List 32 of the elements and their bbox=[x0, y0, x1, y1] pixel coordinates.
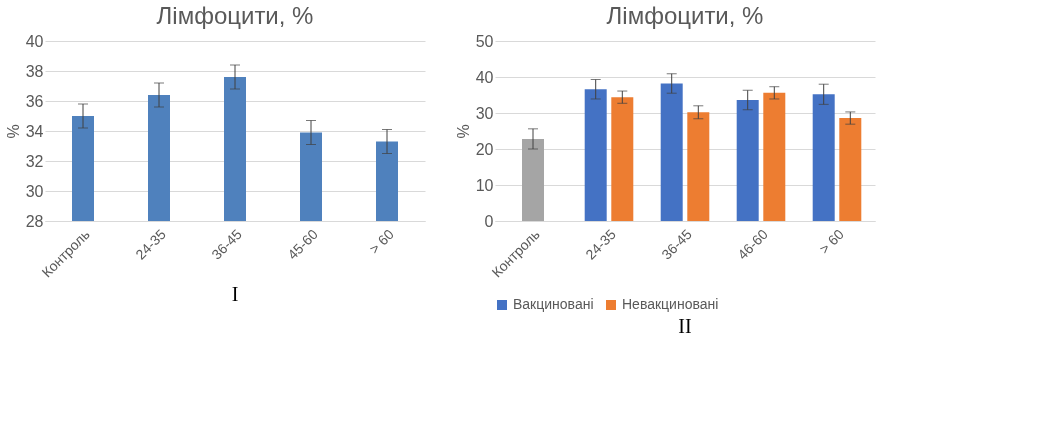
y-tick-label: 32 bbox=[25, 152, 44, 170]
chart-title: Лімфоцити, % bbox=[156, 2, 314, 29]
y-tick-label: 50 bbox=[475, 32, 494, 50]
y-tick-label: 30 bbox=[25, 182, 44, 200]
bar bbox=[687, 112, 710, 221]
bar bbox=[763, 92, 786, 221]
y-tick-label: 38 bbox=[25, 62, 44, 80]
y-tick-label: 30 bbox=[475, 104, 494, 122]
bar bbox=[812, 94, 835, 221]
bar bbox=[736, 100, 759, 221]
y-tick-label: 40 bbox=[475, 68, 494, 86]
y-tick-label: 34 bbox=[25, 122, 44, 140]
x-tick-label: > 60 bbox=[816, 225, 848, 257]
y-axis-title: % bbox=[454, 124, 472, 139]
bar bbox=[839, 118, 862, 221]
chart-title: Лімфоцити, % bbox=[606, 2, 764, 29]
legend-label: Вакциновані bbox=[513, 296, 594, 312]
bar bbox=[584, 89, 607, 221]
legend-label: Невакциновані bbox=[622, 296, 719, 312]
text: II bbox=[678, 315, 692, 337]
y-axis-title: % bbox=[4, 124, 22, 139]
text: I bbox=[231, 283, 239, 305]
y-tick-label: 36 bbox=[25, 92, 44, 110]
y-tick-label: 40 bbox=[25, 32, 44, 50]
y-tick-label: 20 bbox=[475, 140, 494, 158]
y-tick-label: 28 bbox=[25, 212, 44, 230]
y-tick-label: 0 bbox=[484, 212, 494, 230]
y-tick-label: 10 bbox=[475, 176, 494, 194]
bar bbox=[611, 97, 634, 221]
x-tick-label: > 60 bbox=[366, 225, 398, 257]
bar bbox=[660, 83, 683, 221]
bar bbox=[522, 138, 544, 221]
